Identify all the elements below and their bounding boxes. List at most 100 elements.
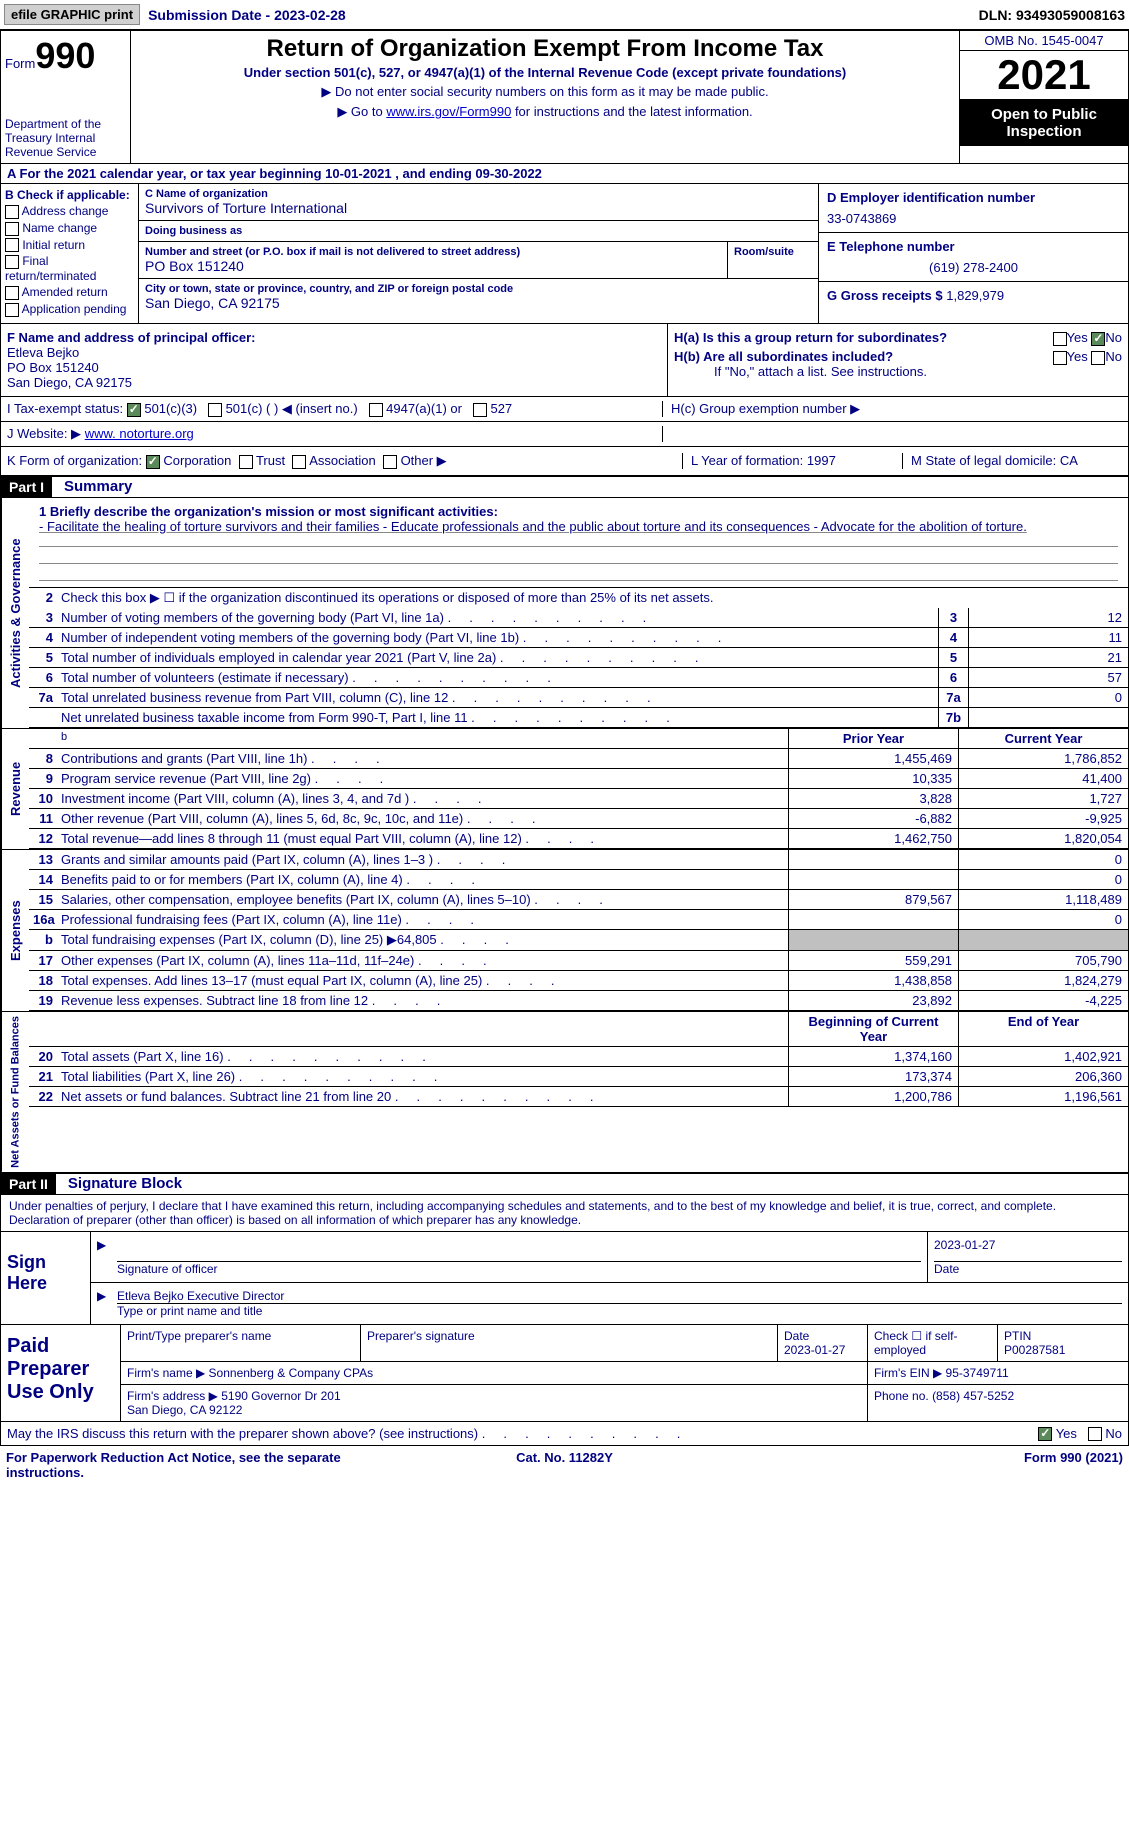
table-row: 19Revenue less expenses. Subtract line 1…	[29, 991, 1128, 1011]
table-row: 12Total revenue—add lines 8 through 11 (…	[29, 829, 1128, 849]
table-row: 17Other expenses (Part IX, column (A), l…	[29, 951, 1128, 971]
section-b: B Check if applicable: Address change Na…	[1, 184, 139, 323]
chk-501c[interactable]	[208, 403, 222, 417]
form-title: Return of Organization Exempt From Incom…	[139, 35, 951, 63]
hb-yes[interactable]	[1053, 351, 1067, 365]
check-self[interactable]: Check ☐ if self-employed	[868, 1325, 998, 1361]
table-row: bTotal fundraising expenses (Part IX, co…	[29, 930, 1128, 951]
form-label: Form	[5, 56, 35, 71]
ha-yes[interactable]	[1053, 332, 1067, 346]
section-i: I Tax-exempt status: 501(c)(3) 501(c) ( …	[0, 397, 1129, 422]
chk-4947[interactable]	[369, 403, 383, 417]
chk-501c3[interactable]	[127, 403, 141, 417]
ha-no[interactable]	[1091, 332, 1105, 346]
table-row: 10Investment income (Part VIII, column (…	[29, 789, 1128, 809]
chk-initial-return[interactable]: Initial return	[5, 238, 134, 253]
bottom-bar: For Paperwork Reduction Act Notice, see …	[0, 1446, 1129, 1484]
f-name: Etleva Bejko	[7, 345, 661, 360]
gross-lbl: G Gross receipts $	[827, 288, 943, 303]
table-row: 18Total expenses. Add lines 13–17 (must …	[29, 971, 1128, 991]
website-link[interactable]: www. notorture.org	[85, 426, 194, 441]
prep-name-lbl: Print/Type preparer's name	[121, 1325, 361, 1361]
hb-note: If "No," attach a list. See instructions…	[714, 364, 1122, 379]
expenses-section: Expenses 13Grants and similar amounts pa…	[0, 850, 1129, 1012]
form-header: Form990 Department of the Treasury Inter…	[0, 30, 1129, 164]
submission-date: Submission Date - 2023-02-28	[148, 7, 346, 23]
ha-lbl: H(a) Is this a group return for subordin…	[674, 330, 947, 345]
section-j: J Website: ▶ www. notorture.org	[0, 422, 1129, 447]
activities-section: Activities & Governance 1 Briefly descri…	[0, 498, 1129, 729]
f-addr1: PO Box 151240	[7, 360, 661, 375]
mission-text: - Facilitate the healing of torture surv…	[39, 519, 1027, 534]
chk-application-pending[interactable]: Application pending	[5, 302, 134, 317]
netassets-section: Net Assets or Fund Balances Beginning of…	[0, 1012, 1129, 1173]
table-row: Net unrelated business taxable income fr…	[29, 708, 1128, 728]
sig-officer-lbl: Signature of officer	[117, 1262, 921, 1276]
firm-ein: 95-3749711	[946, 1366, 1009, 1380]
f-lbl: F Name and address of principal officer:	[7, 330, 661, 345]
section-f-h: F Name and address of principal officer:…	[0, 324, 1129, 397]
paperwork-notice: For Paperwork Reduction Act Notice, see …	[6, 1450, 378, 1480]
chk-trust[interactable]	[239, 455, 253, 469]
chk-final-return[interactable]: Final return/terminated	[5, 254, 134, 283]
chk-assoc[interactable]	[292, 455, 306, 469]
city: San Diego, CA 92175	[145, 295, 812, 311]
phone: (619) 278-2400	[827, 260, 1120, 275]
side-revenue: Revenue	[1, 729, 29, 849]
street-lbl: Number and street (or P.O. box if mail i…	[145, 246, 721, 258]
col-begin: Beginning of Current Year	[788, 1012, 958, 1046]
officer-name: Etleva Bejko Executive Director	[117, 1289, 1122, 1304]
table-row: 8Contributions and grants (Part VIII, li…	[29, 749, 1128, 769]
chk-address-change[interactable]: Address change	[5, 204, 134, 219]
side-expenses: Expenses	[1, 850, 29, 1011]
col-current: Current Year	[958, 729, 1128, 748]
table-row: 11Other revenue (Part VIII, column (A), …	[29, 809, 1128, 829]
chk-527[interactable]	[473, 403, 487, 417]
note-link: ▶ Go to www.irs.gov/Form990 for instruct…	[139, 104, 951, 120]
omb-number: OMB No. 1545-0047	[960, 31, 1128, 51]
note-ssn: ▶ Do not enter social security numbers o…	[139, 84, 951, 100]
table-row: 7aTotal unrelated business revenue from …	[29, 688, 1128, 708]
discuss-no[interactable]	[1088, 1427, 1102, 1441]
type-name-lbl: Type or print name and title	[117, 1304, 1122, 1318]
table-row: 15Salaries, other compensation, employee…	[29, 890, 1128, 910]
street: PO Box 151240	[145, 258, 721, 274]
open-inspection: Open to Public Inspection	[960, 100, 1128, 146]
chk-other[interactable]	[383, 455, 397, 469]
discuss-row: May the IRS discuss this return with the…	[0, 1422, 1129, 1447]
chk-name-change[interactable]: Name change	[5, 221, 134, 236]
firm-phone: (858) 457-5252	[932, 1389, 1014, 1403]
sign-here-block: Sign Here ▶ Signature of officer 2023-01…	[0, 1232, 1129, 1325]
table-row: 6Total number of volunteers (estimate if…	[29, 668, 1128, 688]
irs-link[interactable]: www.irs.gov/Form990	[386, 104, 511, 119]
arrow-icon: ▶	[91, 1283, 111, 1324]
table-row: 20Total assets (Part X, line 16)1,374,16…	[29, 1047, 1128, 1067]
table-row: 21Total liabilities (Part X, line 26)173…	[29, 1067, 1128, 1087]
efile-print-button[interactable]: efile GRAPHIC print	[4, 4, 140, 25]
hb-no[interactable]	[1091, 351, 1105, 365]
table-row: 9Program service revenue (Part VIII, lin…	[29, 769, 1128, 789]
mission-lbl: 1 Briefly describe the organization's mi…	[39, 504, 498, 519]
discuss-yes[interactable]	[1038, 1427, 1052, 1441]
part1-header-row: Part I Summary	[0, 476, 1129, 498]
state-domicile: CA	[1060, 453, 1078, 468]
f-addr2: San Diego, CA 92175	[7, 375, 661, 390]
table-row: 14Benefits paid to or for members (Part …	[29, 870, 1128, 890]
row-a-tax-year: A For the 2021 calendar year, or tax yea…	[0, 164, 1129, 184]
j-lbl: J Website: ▶	[7, 426, 81, 441]
form-ref: Form 990 (2021)	[751, 1450, 1123, 1480]
year-formation: 1997	[807, 453, 836, 468]
section-identity: B Check if applicable: Address change Na…	[0, 184, 1129, 324]
date-lbl: Date	[934, 1262, 1122, 1276]
tax-year: 2021	[960, 51, 1128, 100]
ein: 33-0743869	[827, 211, 1120, 226]
section-klm: K Form of organization: Corporation Trus…	[0, 447, 1129, 476]
hb-lbl: H(b) Are all subordinates included?	[674, 349, 893, 364]
ein-lbl: D Employer identification number	[827, 190, 1120, 205]
table-row: 16aProfessional fundraising fees (Part I…	[29, 910, 1128, 930]
part1-header: Part I	[1, 477, 52, 497]
chk-corp[interactable]	[146, 455, 160, 469]
b-header: B Check if applicable:	[5, 188, 134, 202]
section-c: C Name of organization Survivors of Tort…	[139, 184, 818, 323]
chk-amended[interactable]: Amended return	[5, 285, 134, 300]
